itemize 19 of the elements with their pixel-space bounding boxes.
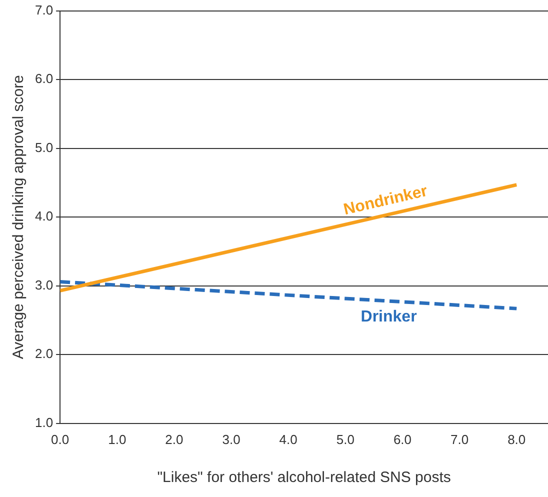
x-tick-label: 2.0	[165, 432, 184, 447]
y-tick-label: 3.0	[34, 277, 54, 292]
x-axis-title: "Likes" for others' alcohol-related SNS posts	[157, 469, 451, 486]
x-tick-label: 5.0	[336, 432, 354, 447]
x-tick-label: 8.0	[508, 432, 526, 447]
x-tick-label: 7.0	[450, 432, 469, 447]
y-tick-label: 7.0	[34, 2, 54, 18]
x-tick-label: 0.0	[51, 432, 70, 447]
x-tick-label: 6.0	[393, 432, 412, 447]
y-tick-label: 2.0	[34, 346, 54, 362]
x-tick-label: 4.0	[279, 432, 298, 447]
y-tick-label: 6.0	[34, 71, 54, 86]
y-tick-label: 5.0	[34, 140, 54, 155]
y-axis-title: Average perceived drinking approval score	[10, 75, 28, 360]
series-label: Drinker	[360, 308, 417, 326]
x-tick-label: 3.0	[222, 432, 240, 447]
y-tick-label: 4.0	[34, 208, 54, 224]
y-tick-label: 1.0	[34, 414, 54, 430]
x-tick-label: 1.0	[108, 432, 126, 447]
